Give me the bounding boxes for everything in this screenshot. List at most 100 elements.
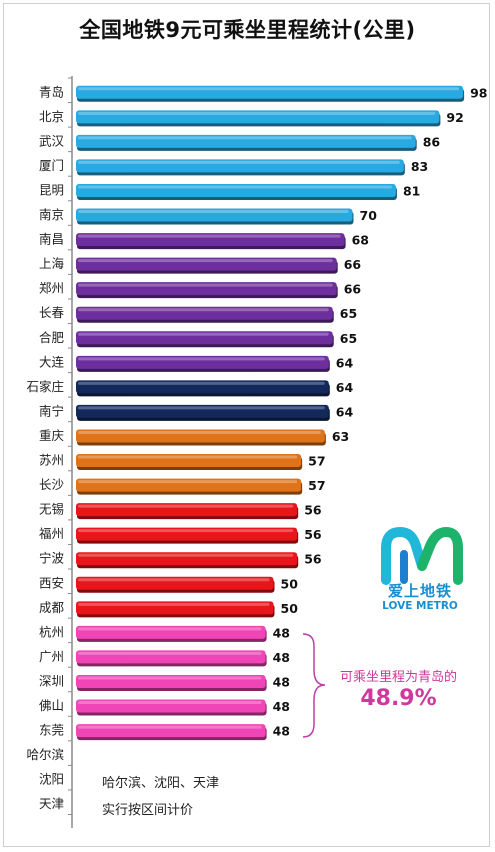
bar xyxy=(76,724,266,738)
bar xyxy=(76,355,329,369)
category-label: 大连 xyxy=(39,354,65,369)
category-label: 石家庄 xyxy=(26,379,64,394)
value-label: 63 xyxy=(332,429,349,444)
bar xyxy=(76,110,440,124)
love-metro-logo-icon xyxy=(381,526,463,585)
category-label: 昆明 xyxy=(39,182,64,197)
category-label: 广州 xyxy=(39,649,64,664)
logo-chinese-text: 爱上地铁 xyxy=(387,582,452,600)
category-label: 武汉 xyxy=(39,133,65,148)
bar xyxy=(76,576,274,590)
note-line-2: 实行按区间计价 xyxy=(102,803,194,818)
bar xyxy=(76,454,302,468)
callout-text: 可乘坐里程为青岛的 xyxy=(339,670,457,685)
bar xyxy=(76,380,329,394)
bar-highlight xyxy=(78,210,349,214)
callout-percent: 48.9% xyxy=(360,686,437,711)
bar xyxy=(76,552,298,566)
value-label: 48 xyxy=(273,699,290,714)
value-label: 64 xyxy=(336,404,354,419)
bar-highlight xyxy=(78,111,436,115)
chart-frame xyxy=(3,3,490,847)
value-label: 81 xyxy=(403,183,420,198)
value-label: 57 xyxy=(308,454,325,469)
category-label: 东莞 xyxy=(39,723,64,738)
bar xyxy=(76,674,266,688)
category-label: 沈阳 xyxy=(39,772,64,787)
bar xyxy=(76,233,345,247)
value-label: 68 xyxy=(352,233,369,248)
category-label: 长春 xyxy=(39,305,65,320)
bar-highlight xyxy=(78,406,325,410)
bar xyxy=(76,208,353,222)
category-label: 佛山 xyxy=(39,698,64,713)
value-label: 56 xyxy=(304,527,322,542)
category-label: 重庆 xyxy=(39,428,65,443)
bar xyxy=(76,650,266,664)
note-line-1: 哈尔滨、沈阳、天津 xyxy=(102,776,220,791)
bar-highlight xyxy=(78,234,341,238)
bars-group: 青岛 98 北京 92 武汉 86 厦门 83 昆明 81 南京 70 南昌 68 上海 66 郑州 66 长春 65… xyxy=(26,84,487,811)
bar-highlight xyxy=(78,430,321,434)
bar-highlight xyxy=(78,553,294,557)
bar-highlight xyxy=(78,455,298,459)
category-label: 福州 xyxy=(39,526,64,541)
bar xyxy=(76,699,266,713)
bar-highlight xyxy=(78,87,460,91)
bar-highlight xyxy=(78,136,412,140)
bar xyxy=(76,134,416,148)
bar xyxy=(76,478,302,492)
category-label: 南京 xyxy=(39,207,64,222)
category-label: 西安 xyxy=(39,575,64,590)
value-label: 64 xyxy=(336,380,354,395)
category-label: 成都 xyxy=(39,600,65,615)
y-axis-ticks xyxy=(68,77,72,815)
bar-highlight xyxy=(78,480,298,484)
bar xyxy=(76,159,404,173)
value-label: 50 xyxy=(281,601,299,616)
value-label: 65 xyxy=(340,306,357,321)
category-label: 苏州 xyxy=(39,453,64,468)
category-label: 南宁 xyxy=(39,403,64,418)
bar xyxy=(76,527,298,541)
callout-brace xyxy=(302,633,326,738)
bar-highlight xyxy=(78,602,270,606)
bar xyxy=(76,503,298,517)
category-label: 青岛 xyxy=(39,84,64,99)
value-label: 70 xyxy=(360,208,378,223)
category-label: 郑州 xyxy=(39,281,64,296)
bar-highlight xyxy=(78,283,333,287)
value-label: 48 xyxy=(273,650,290,665)
bar xyxy=(76,625,266,639)
category-label: 北京 xyxy=(39,109,64,124)
bar-highlight xyxy=(78,160,400,164)
bar xyxy=(76,601,274,615)
value-label: 92 xyxy=(446,110,463,125)
bar-highlight xyxy=(78,651,262,655)
value-label: 50 xyxy=(281,576,299,591)
value-label: 83 xyxy=(411,159,428,174)
bar-highlight xyxy=(78,332,329,336)
value-label: 65 xyxy=(340,331,357,346)
category-label: 宁波 xyxy=(39,551,65,566)
bar-highlight xyxy=(78,529,294,533)
bar-highlight xyxy=(78,627,262,631)
bar-highlight xyxy=(78,701,262,705)
category-label: 南昌 xyxy=(39,232,64,247)
value-label: 56 xyxy=(304,552,322,567)
bar xyxy=(76,331,333,345)
category-label: 深圳 xyxy=(39,673,64,688)
bar-highlight xyxy=(78,504,294,508)
category-label: 无锡 xyxy=(39,502,64,517)
category-label: 哈尔滨 xyxy=(26,747,64,762)
bar xyxy=(76,257,337,271)
bar-highlight xyxy=(78,381,325,385)
value-label: 56 xyxy=(304,503,322,518)
category-label: 天津 xyxy=(39,796,64,811)
value-label: 48 xyxy=(273,724,290,739)
value-label: 66 xyxy=(344,282,362,297)
chart-title: 全国地铁9元可乘坐里程统计(公里) xyxy=(79,18,416,42)
category-label: 杭州 xyxy=(39,624,64,639)
value-label: 98 xyxy=(470,85,487,100)
bar-highlight xyxy=(78,357,325,361)
